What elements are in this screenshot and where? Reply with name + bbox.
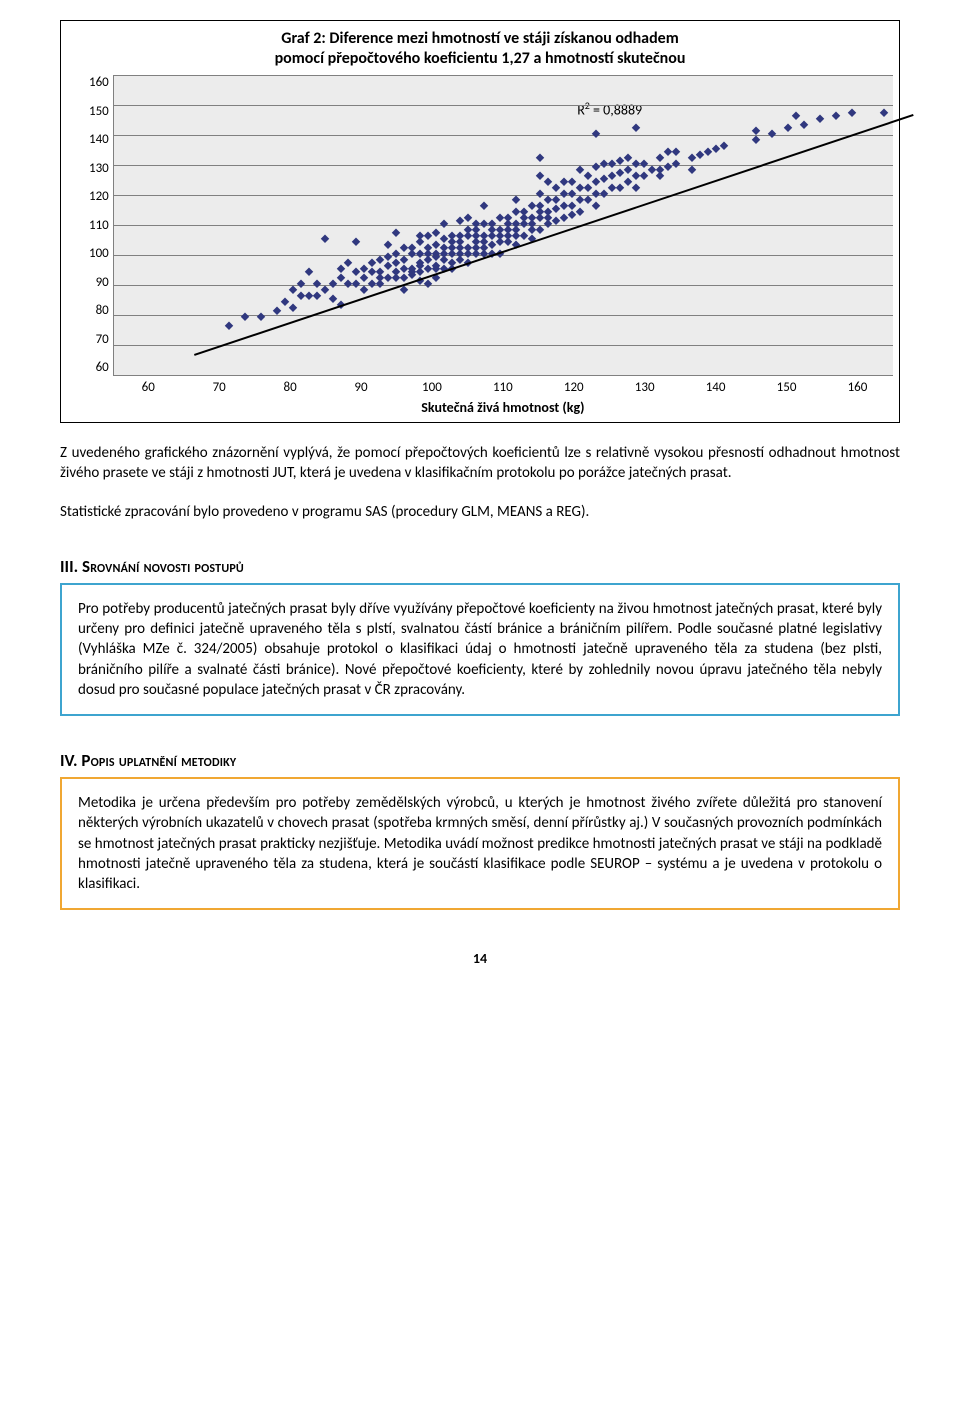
x-tick: 70 bbox=[184, 380, 255, 395]
section-4-number: IV. bbox=[60, 750, 81, 771]
paragraph-1: Z uvedeného grafického znázornění vyplýv… bbox=[60, 443, 900, 484]
y-tick: 160 bbox=[89, 75, 109, 90]
scatter-plot: R2 = 0,8889 bbox=[113, 75, 893, 376]
y-tick: 110 bbox=[89, 218, 109, 233]
x-tick: 60 bbox=[113, 380, 184, 395]
gridline bbox=[114, 285, 893, 286]
y-tick: 150 bbox=[89, 104, 109, 119]
x-tick: 130 bbox=[609, 380, 680, 395]
chart-body: Odhad živé hmotnosti (kg) 16015014013012… bbox=[67, 75, 893, 416]
y-tick: 80 bbox=[89, 303, 109, 318]
y-tick: 60 bbox=[89, 360, 109, 375]
x-axis-label: Skutečná živá hmotnost (kg) bbox=[113, 399, 893, 416]
gridline bbox=[114, 165, 893, 166]
gridline bbox=[114, 345, 893, 346]
gridline bbox=[114, 375, 893, 376]
chart-title-line1: Graf 2: Diference mezi hmotností ve stáj… bbox=[281, 29, 678, 48]
x-tick: 100 bbox=[396, 380, 467, 395]
section-4-heading: IV. Popis uplatnění metodiky bbox=[60, 750, 900, 771]
page-number: 14 bbox=[60, 950, 900, 967]
section-4-title: Popis uplatnění metodiky bbox=[81, 750, 236, 771]
y-axis-ticks: 160 150 140 130 120 110 100 90 80 70 60 bbox=[87, 75, 113, 375]
gridline bbox=[114, 135, 893, 136]
section-3-heading: III. Srovnání novosti postupů bbox=[60, 556, 900, 577]
section-3-text: Pro potřeby producentů jatečných prasat … bbox=[78, 600, 882, 699]
y-axis-label-wrap: Odhad živé hmotnosti (kg) bbox=[67, 75, 87, 416]
chart-title-line2: pomocí přepočtového koeficientu 1,27 a h… bbox=[275, 49, 686, 68]
x-axis-ticks: 60708090100110120130140150160 bbox=[113, 380, 893, 395]
x-tick: 150 bbox=[751, 380, 822, 395]
r-squared-label: R2 = 0,8889 bbox=[577, 99, 642, 119]
gridline bbox=[114, 315, 893, 316]
y-tick: 70 bbox=[89, 332, 109, 347]
x-tick: 160 bbox=[822, 380, 893, 395]
gridline bbox=[114, 75, 893, 76]
chart-container: Graf 2: Diference mezi hmotností ve stáj… bbox=[60, 20, 900, 423]
y-tick: 140 bbox=[89, 132, 109, 147]
chart-title: Graf 2: Diference mezi hmotností ve stáj… bbox=[77, 29, 883, 69]
section-4-text: Metodika je určena především pro potřeby… bbox=[78, 794, 882, 893]
gridline bbox=[114, 105, 893, 106]
section-4-box: Metodika je určena především pro potřeby… bbox=[60, 777, 900, 910]
gridline bbox=[114, 195, 893, 196]
page: Graf 2: Diference mezi hmotností ve stáj… bbox=[0, 0, 960, 1007]
section-3-number: III. bbox=[60, 556, 82, 577]
y-tick: 100 bbox=[89, 246, 109, 261]
y-tick: 120 bbox=[89, 189, 109, 204]
x-tick: 140 bbox=[680, 380, 751, 395]
x-tick: 80 bbox=[255, 380, 326, 395]
x-tick: 120 bbox=[538, 380, 609, 395]
gridline bbox=[114, 255, 893, 256]
gridline bbox=[114, 225, 893, 226]
x-tick: 110 bbox=[467, 380, 538, 395]
y-tick: 90 bbox=[89, 275, 109, 290]
x-tick: 90 bbox=[326, 380, 397, 395]
section-3-title: Srovnání novosti postupů bbox=[82, 556, 244, 577]
y-tick: 130 bbox=[89, 161, 109, 176]
paragraph-2: Statistické zpracování bylo provedeno v … bbox=[60, 502, 900, 522]
section-3-box: Pro potřeby producentů jatečných prasat … bbox=[60, 583, 900, 716]
plot-column: R2 = 0,8889 6070809010011012013014015016… bbox=[113, 75, 893, 416]
